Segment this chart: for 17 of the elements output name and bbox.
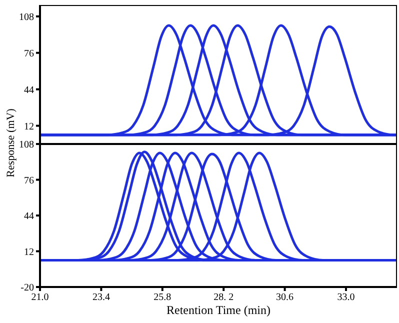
y-tick-label: 108 <box>19 12 34 23</box>
x-tick-label: 25.8 <box>154 292 172 304</box>
x-tick-label: 30.6 <box>276 292 294 304</box>
x-tick-label: 23.4 <box>92 292 110 304</box>
y-tick-label: 76 <box>24 175 34 186</box>
x-tick-label: 33.0 <box>337 292 355 304</box>
y-tick-label: 12 <box>24 246 34 258</box>
x-axis-title: Retention Time (min) <box>165 303 272 318</box>
y-tick-label: 44 <box>24 84 34 96</box>
x-tick-label: 21.0 <box>31 292 49 304</box>
y-tick-label: 108 <box>19 140 34 151</box>
y-tick-label: -20 <box>20 282 34 294</box>
y-tick-label: 44 <box>24 211 34 222</box>
x-tick-label: 28. 2 <box>214 292 234 304</box>
y-tick-label: 76 <box>24 48 34 60</box>
y-tick-label: 12 <box>24 121 34 132</box>
y-axis-title: Response (mV) <box>5 108 17 180</box>
